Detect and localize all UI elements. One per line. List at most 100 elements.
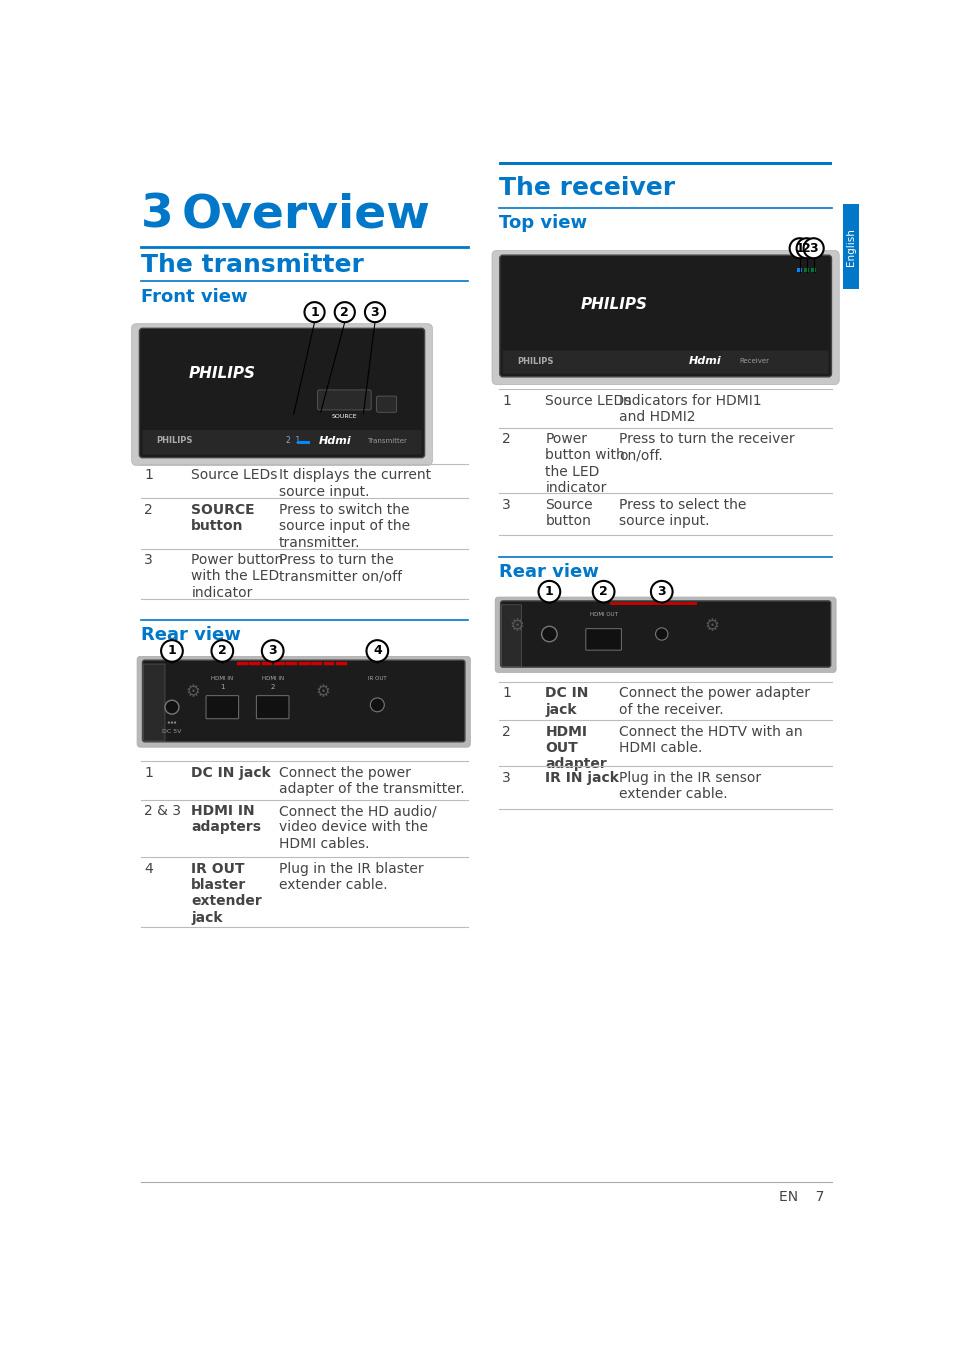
FancyBboxPatch shape (499, 255, 831, 377)
Text: 1: 1 (144, 765, 152, 780)
Circle shape (789, 238, 809, 258)
Text: Receiver: Receiver (739, 359, 768, 364)
Text: 3: 3 (144, 554, 152, 567)
Text: PHILIPS: PHILIPS (189, 366, 255, 381)
FancyBboxPatch shape (500, 601, 830, 667)
Text: 2: 2 (501, 432, 510, 447)
Text: 1: 1 (144, 468, 152, 482)
Text: Connect the HDTV with an
HDMI cable.: Connect the HDTV with an HDMI cable. (618, 725, 801, 755)
Circle shape (171, 721, 172, 724)
FancyBboxPatch shape (376, 396, 396, 412)
Text: Connect the HD audio/
video device with the
HDMI cables.: Connect the HD audio/ video device with … (278, 805, 436, 850)
FancyBboxPatch shape (317, 390, 371, 410)
Bar (803, 269, 808, 273)
FancyBboxPatch shape (502, 351, 827, 374)
Circle shape (366, 640, 388, 662)
Circle shape (304, 302, 324, 323)
Text: The transmitter: The transmitter (141, 252, 363, 277)
Circle shape (655, 628, 667, 640)
Circle shape (168, 721, 170, 724)
Text: HDMI IN
adapters: HDMI IN adapters (192, 805, 261, 834)
FancyBboxPatch shape (500, 605, 521, 667)
Text: HDMI IN: HDMI IN (211, 676, 233, 682)
Text: 2: 2 (801, 242, 810, 255)
FancyBboxPatch shape (585, 629, 620, 651)
Text: Plug in the IR blaster
extender cable.: Plug in the IR blaster extender cable. (278, 861, 423, 892)
Circle shape (796, 238, 816, 258)
Text: Source
button: Source button (545, 498, 593, 528)
Text: 3: 3 (808, 242, 817, 255)
Text: Rear view: Rear view (498, 563, 598, 580)
Text: DC IN jack: DC IN jack (192, 765, 271, 780)
Bar (498, 162, 831, 165)
FancyBboxPatch shape (139, 328, 424, 458)
Circle shape (365, 302, 385, 323)
Text: Connect the power adapter
of the receiver.: Connect the power adapter of the receive… (618, 686, 809, 717)
Text: PHILIPS: PHILIPS (517, 356, 553, 366)
Text: Overview: Overview (181, 193, 430, 238)
Text: Power
button with
the LED
indicator: Power button with the LED indicator (545, 432, 624, 495)
Text: IR OUT
blaster
extender
jack: IR OUT blaster extender jack (192, 861, 262, 925)
Text: IR OUT: IR OUT (368, 676, 386, 682)
Text: Hdmi: Hdmi (319, 436, 352, 446)
Text: Connect the power
adapter of the transmitter.: Connect the power adapter of the transmi… (278, 765, 464, 796)
Circle shape (370, 698, 384, 711)
Text: HDMI OUT: HDMI OUT (589, 613, 617, 617)
Circle shape (802, 238, 822, 258)
FancyBboxPatch shape (142, 429, 421, 455)
Text: Press to turn the
transmitter on/off: Press to turn the transmitter on/off (278, 554, 401, 583)
Text: Source LEDs: Source LEDs (192, 468, 277, 482)
Text: 3: 3 (657, 585, 665, 598)
Text: ⚙: ⚙ (509, 617, 524, 636)
Text: HDMI
OUT
adapter: HDMI OUT adapter (545, 725, 607, 771)
Text: It displays the current
source input.: It displays the current source input. (278, 468, 431, 498)
Text: 3: 3 (141, 193, 173, 238)
FancyBboxPatch shape (132, 324, 432, 466)
Text: 2: 2 (340, 305, 349, 319)
Bar (810, 269, 815, 273)
Text: SOURCE: SOURCE (331, 414, 356, 420)
Text: 2: 2 (501, 725, 510, 738)
Text: 1: 1 (544, 585, 553, 598)
Bar (297, 440, 310, 444)
Text: Source LEDs: Source LEDs (545, 394, 631, 408)
Text: English: English (845, 228, 855, 266)
FancyBboxPatch shape (495, 597, 835, 672)
Text: Top view: Top view (498, 215, 586, 232)
Text: 3: 3 (371, 305, 379, 319)
Text: 1: 1 (501, 394, 511, 408)
Text: 2: 2 (217, 644, 227, 657)
Text: Front view: Front view (141, 288, 248, 305)
Text: Transmitter: Transmitter (367, 437, 407, 444)
FancyBboxPatch shape (492, 251, 839, 385)
Text: 2 & 3: 2 & 3 (144, 805, 181, 818)
Text: Rear view: Rear view (141, 626, 240, 644)
Text: ⚙: ⚙ (704, 617, 719, 636)
Text: 2: 2 (598, 585, 607, 598)
Text: Power button
with the LED
indicator: Power button with the LED indicator (192, 554, 283, 599)
Circle shape (650, 580, 672, 602)
Text: IR IN jack: IR IN jack (545, 771, 618, 786)
FancyBboxPatch shape (143, 664, 165, 741)
Text: 2: 2 (144, 504, 152, 517)
Text: 1: 1 (220, 684, 224, 690)
Circle shape (335, 302, 355, 323)
Circle shape (592, 580, 614, 602)
FancyBboxPatch shape (137, 656, 470, 747)
Bar (797, 269, 801, 273)
Text: Indicators for HDMI1
and HDMI2: Indicators for HDMI1 and HDMI2 (618, 394, 760, 424)
Text: PHILIPS: PHILIPS (579, 297, 647, 312)
FancyBboxPatch shape (142, 660, 464, 741)
Text: Press to select the
source input.: Press to select the source input. (618, 498, 745, 528)
Text: EN    7: EN 7 (779, 1189, 823, 1204)
Text: PHILIPS: PHILIPS (156, 436, 193, 446)
Text: Press to turn the receiver
on/off.: Press to turn the receiver on/off. (618, 432, 794, 463)
Text: 2  1: 2 1 (286, 436, 300, 446)
Text: ⚙: ⚙ (315, 683, 330, 701)
Text: 4: 4 (144, 861, 152, 876)
Circle shape (541, 626, 557, 641)
Circle shape (261, 640, 283, 662)
Text: 2: 2 (271, 684, 274, 690)
Circle shape (165, 701, 179, 714)
Text: 3: 3 (501, 771, 510, 786)
